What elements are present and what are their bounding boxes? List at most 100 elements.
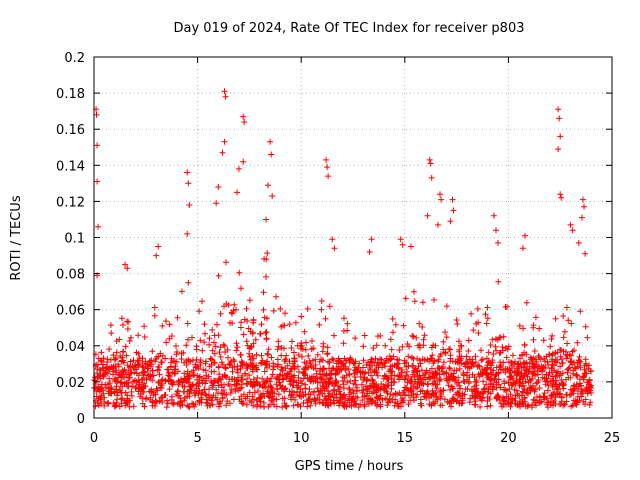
data-point bbox=[361, 393, 368, 400]
data-point bbox=[106, 375, 113, 382]
data-point bbox=[300, 400, 307, 407]
data-point bbox=[149, 367, 156, 374]
data-point bbox=[135, 361, 141, 368]
data-point bbox=[326, 390, 333, 397]
data-point bbox=[392, 396, 399, 403]
data-point bbox=[250, 379, 257, 386]
data-point bbox=[556, 115, 563, 122]
data-point bbox=[275, 376, 282, 383]
data-point bbox=[430, 360, 437, 367]
data-point bbox=[173, 358, 180, 365]
data-point bbox=[554, 349, 561, 356]
data-point bbox=[238, 319, 245, 326]
data-point bbox=[214, 321, 220, 328]
data-point bbox=[534, 361, 540, 368]
data-point bbox=[312, 365, 319, 372]
data-point bbox=[192, 361, 199, 368]
data-point bbox=[409, 332, 416, 339]
data-point bbox=[522, 232, 528, 239]
data-point bbox=[185, 403, 192, 410]
y-tick-label: 0.18 bbox=[56, 87, 85, 102]
data-point bbox=[251, 389, 258, 396]
data-point bbox=[447, 386, 454, 393]
data-point bbox=[258, 352, 265, 359]
data-point bbox=[497, 334, 504, 341]
data-point bbox=[483, 320, 490, 327]
data-point bbox=[579, 373, 586, 380]
data-point bbox=[195, 365, 202, 372]
data-point bbox=[265, 346, 272, 353]
data-point bbox=[210, 382, 217, 389]
data-point bbox=[407, 397, 414, 404]
data-point bbox=[399, 367, 406, 373]
data-point bbox=[215, 184, 222, 190]
data-point bbox=[131, 378, 138, 385]
data-point bbox=[340, 340, 347, 347]
data-point bbox=[577, 364, 584, 371]
data-point bbox=[282, 310, 289, 317]
data-point bbox=[212, 343, 219, 350]
data-point bbox=[416, 320, 423, 327]
data-point bbox=[211, 332, 218, 339]
data-point bbox=[249, 353, 256, 359]
data-point bbox=[258, 321, 265, 328]
data-point bbox=[312, 377, 319, 384]
data-point bbox=[524, 373, 531, 380]
data-point bbox=[318, 298, 325, 304]
data-point bbox=[366, 362, 373, 369]
data-point bbox=[490, 367, 497, 374]
data-point bbox=[524, 387, 531, 394]
data-point bbox=[297, 342, 304, 349]
data-point bbox=[216, 371, 223, 378]
data-point bbox=[394, 391, 400, 398]
data-point bbox=[516, 382, 523, 389]
data-point bbox=[186, 387, 193, 394]
data-point bbox=[217, 353, 224, 360]
data-point bbox=[387, 363, 394, 370]
data-point bbox=[565, 317, 572, 324]
data-point bbox=[581, 366, 588, 373]
data-point bbox=[561, 401, 568, 408]
data-point bbox=[427, 160, 434, 167]
data-point bbox=[124, 392, 131, 399]
data-point bbox=[475, 389, 482, 396]
data-point bbox=[186, 202, 193, 208]
data-point bbox=[470, 327, 477, 334]
data-point bbox=[414, 372, 421, 379]
data-point bbox=[324, 351, 331, 358]
data-point bbox=[144, 360, 150, 367]
data-point bbox=[526, 360, 533, 367]
data-point bbox=[227, 390, 234, 396]
data-point bbox=[559, 360, 566, 366]
data-point bbox=[442, 329, 449, 336]
data-point bbox=[246, 389, 253, 396]
data-point bbox=[392, 321, 399, 328]
data-point bbox=[531, 386, 538, 393]
data-point bbox=[466, 399, 473, 406]
data-point bbox=[189, 400, 196, 407]
data-point bbox=[113, 402, 120, 409]
data-point bbox=[357, 373, 364, 380]
data-point bbox=[150, 392, 157, 399]
data-point bbox=[304, 403, 311, 410]
data-point bbox=[316, 399, 323, 406]
data-point bbox=[529, 368, 536, 375]
data-point bbox=[203, 372, 210, 379]
data-point bbox=[404, 368, 410, 375]
data-point bbox=[501, 380, 508, 387]
data-point bbox=[159, 322, 166, 329]
data-point bbox=[481, 385, 488, 392]
data-point bbox=[454, 389, 461, 396]
data-point bbox=[130, 357, 137, 364]
data-point bbox=[354, 384, 361, 391]
data-point bbox=[410, 288, 417, 295]
data-point bbox=[575, 239, 582, 246]
data-point bbox=[257, 381, 264, 388]
data-point bbox=[295, 384, 302, 391]
data-point bbox=[572, 398, 579, 405]
data-point bbox=[199, 347, 206, 354]
data-point bbox=[575, 383, 582, 390]
data-point bbox=[107, 322, 114, 329]
data-point bbox=[346, 371, 353, 378]
